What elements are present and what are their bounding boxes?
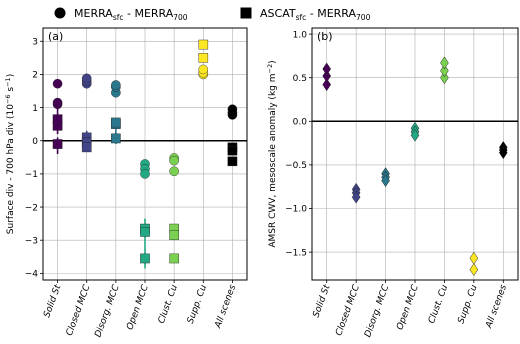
- legend-marker-square: [240, 7, 252, 19]
- panel-b-point-diamond-solid-st: [322, 78, 332, 92]
- panel-b-frame: [311, 27, 519, 281]
- panel-b-point-diamond-clust-cu: [440, 56, 449, 70]
- panel-a-xtick-label-supp-cu: Supp. Cu: [186, 283, 209, 325]
- panel-b-xtick-label-closed-mcc: Closed MCC: [334, 283, 362, 337]
- panel-a-ytick-label: 2: [32, 71, 38, 81]
- panel-a-ytick-label: 0: [32, 137, 38, 147]
- panel-b-ytick-label: −1.0: [285, 205, 307, 215]
- panel-b-xtick-label-open-mcc: Open MCC: [395, 283, 421, 331]
- panel-a-point-square-closed-mcc: [81, 142, 92, 153]
- panel-a-point-circle-disorg-mcc: [111, 80, 121, 90]
- legend-marker-circle: [54, 7, 66, 19]
- panel-a-point-square-all-scenes: [227, 145, 238, 156]
- panel-b-ytick-label: −0.5: [285, 161, 307, 171]
- panel-a-ytick-label: −4: [25, 270, 39, 280]
- panel-a-ytick-label: −2: [25, 203, 38, 213]
- panel-a: −4 −3 −2 −1 0 1 2 3 Solid St Closed MCC Disorg. MC…: [4, 27, 248, 339]
- panel-a-point-circle-solid-st: [52, 97, 63, 108]
- panel-a-point-square-all-scenes: [227, 156, 238, 167]
- legend-label-1: MERRAsfc - MERRA700: [74, 7, 188, 22]
- panel-b-point-diamond-solid-st: [322, 69, 332, 83]
- panel-b-point-diamond-disorg-mcc: [381, 174, 390, 188]
- panel-b: −1.5 −1.0 −0.5 0.0 0.5 1.0 Solid St Closed MCC D…: [266, 27, 519, 339]
- panel-b-xtick-label-solid-st: Solid St: [311, 283, 332, 319]
- panel-a-xtick-label-disorg-mcc: Disorg. MCC: [93, 283, 121, 339]
- panel-a-point-circle-all-scenes: [227, 104, 238, 115]
- panel-a-ytick-label: −1: [25, 170, 38, 180]
- legend-label-2: ASCATsfc - MERRA700: [260, 7, 371, 22]
- panel-a-point-circle-closed-mcc: [81, 73, 92, 84]
- panel-b-label: (b): [317, 30, 333, 43]
- panel-b-ylabel: AMSR CWV, mesoscale anomaly (kg m−2): [266, 60, 278, 247]
- panel-a-xtick-label-all-scenes: All scenes: [213, 283, 238, 330]
- panel-a-point-square-disorg-mcc: [111, 117, 121, 128]
- panel-a-point-square-open-mcc: [140, 227, 150, 237]
- panel-a-point-circle-clust-cu: [169, 155, 179, 166]
- panel-a-xtick-label-clust-cu: Clust. Cu: [157, 283, 180, 325]
- panel-a-point-square-clust-cu: [169, 253, 179, 264]
- panel-b-xtick-label-clust-cu: Clust. Cu: [427, 283, 450, 325]
- panel-a-frame: [42, 27, 248, 281]
- panel-b-ytick-label: 0.5: [293, 74, 307, 84]
- panel-a-ytick-label: −3: [25, 236, 38, 246]
- panel-a-ylabel: Surface div - 700 hPa div (10−6 s−1): [4, 74, 16, 234]
- panel-a-point-square-solid-st: [52, 114, 63, 124]
- panel-a-ytick-label: 3: [32, 37, 38, 47]
- panel-b-point-diamond-closed-mcc: [351, 190, 361, 204]
- panel-b-xtick-label-all-scenes: All scenes: [484, 283, 509, 330]
- panel-a-point-square-solid-st: [52, 139, 63, 149]
- panel-b-point-diamond-clust-cu: [440, 71, 449, 85]
- panel-a-ytick-label: 1: [32, 104, 38, 114]
- panel-a-point-square-supp-cu: [198, 53, 209, 63]
- panel-b-ytick-label: 0.0: [293, 118, 308, 128]
- panel-a-point-square-clust-cu: [169, 230, 179, 241]
- panel-b-point-diamond-supp-cu: [469, 263, 479, 276]
- panel-a-point-square-disorg-mcc: [111, 133, 121, 144]
- panel-b-ytick-label: −1.5: [285, 248, 307, 258]
- panel-a-xtick-label-solid-st: Solid St: [42, 283, 63, 319]
- legend: MERRAsfc - MERRA700 ASCATsfc - MERRA700: [54, 7, 371, 22]
- panel-b-xtick-label-disorg-mcc: Disorg. MCC: [363, 283, 391, 339]
- panel-a-point-square-supp-cu: [198, 39, 209, 50]
- panel-a-label: (a): [48, 30, 63, 43]
- panel-a-point-circle-supp-cu: [198, 64, 209, 75]
- panel-b-point-diamond-open-mcc: [410, 128, 420, 142]
- panel-b-ytick-label: 1.0: [293, 30, 308, 40]
- panel-a-xtick-label-closed-mcc: Closed MCC: [65, 283, 93, 337]
- panel-a-point-circle-clust-cu: [169, 166, 179, 177]
- panel-a-xtick-label-open-mcc: Open MCC: [125, 283, 151, 331]
- panel-a-point-circle-solid-st: [52, 78, 63, 89]
- panel-b-point-diamond-all-scenes: [498, 146, 508, 160]
- panel-b-point-diamond-supp-cu: [469, 251, 479, 265]
- panel-a-point-square-open-mcc: [140, 253, 150, 264]
- panel-b-xtick-label-supp-cu: Supp. Cu: [456, 283, 479, 325]
- panel-a-point-circle-open-mcc: [140, 169, 150, 179]
- panel-b-point-diamond-solid-st: [322, 62, 332, 76]
- panel-b-point-diamond-clust-cu: [440, 64, 449, 78]
